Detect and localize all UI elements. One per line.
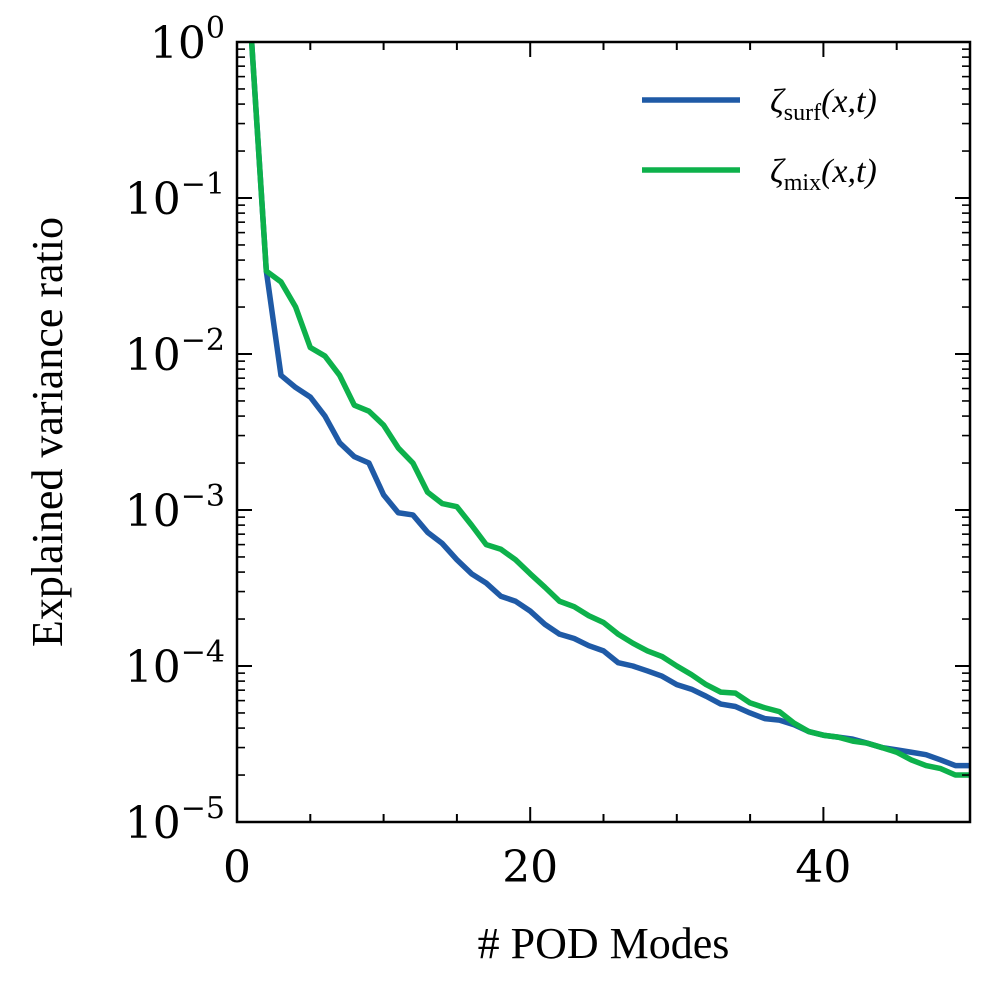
- tick-labels: 0 20 40 100 10−1 10−2 10−3 10−4 10−5: [125, 11, 852, 893]
- y-tick-label: 10−5: [125, 791, 225, 849]
- y-tick-exponent: −4: [181, 635, 225, 670]
- y-tick-exponent: 0: [206, 11, 225, 46]
- x-tick-label: 20: [502, 842, 558, 893]
- legend-label-mix: ζmix(x,t): [770, 153, 877, 196]
- series-line-mix: [248, 42, 970, 778]
- legend-label-surf: ζsurf(x,t): [770, 83, 877, 126]
- y-tick-label: 10−1: [125, 167, 225, 225]
- y-tick-exponent: −3: [181, 479, 225, 514]
- y-tick-exponent: −1: [181, 167, 225, 202]
- x-axis-label: # POD Modes: [478, 919, 730, 968]
- y-axis-label: Explained variance ratio: [23, 217, 72, 647]
- x-tick-label: 40: [795, 842, 851, 893]
- axis-ticks: [236, 41, 971, 823]
- series-line-surf: [248, 42, 970, 769]
- y-tick-exponent: −5: [181, 791, 225, 826]
- legend: ζsurf(x,t) ζmix(x,t): [642, 83, 877, 196]
- y-tick-label: 10−2: [125, 323, 225, 381]
- y-tick-exponent: −2: [181, 323, 225, 358]
- y-tick-label: 10−3: [125, 479, 225, 537]
- y-tick-label: 100: [150, 11, 225, 69]
- x-tick-label: 0: [223, 842, 251, 893]
- y-tick-label: 10−4: [125, 635, 225, 693]
